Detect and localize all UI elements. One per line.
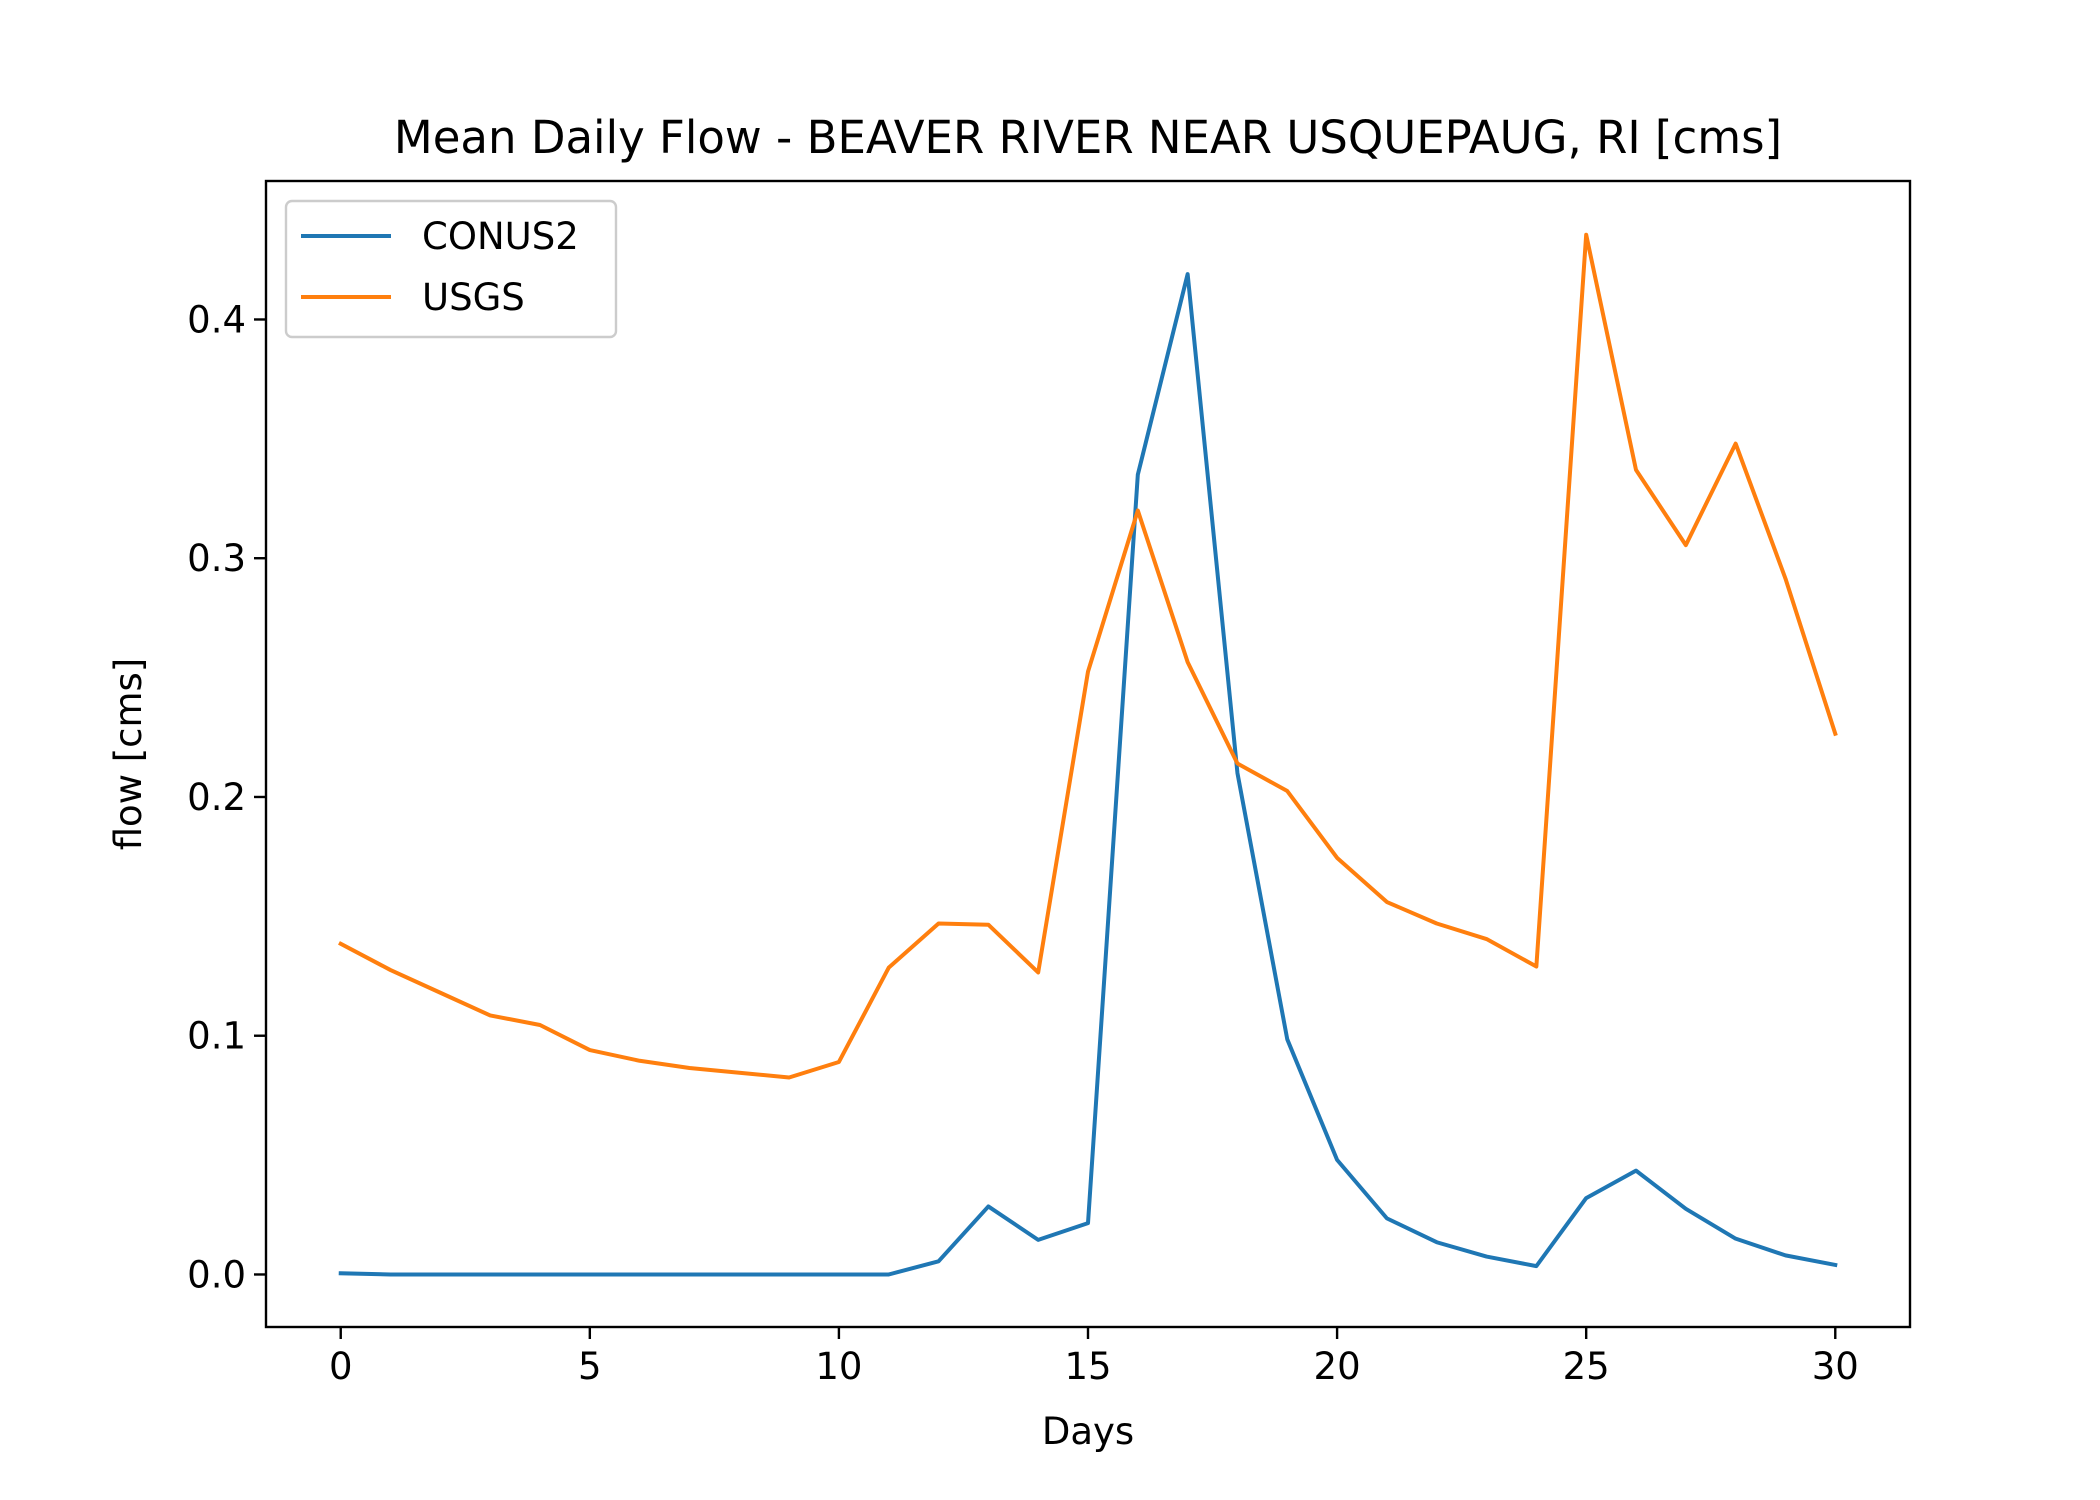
x-tick-label: 10 bbox=[815, 1345, 862, 1388]
x-tick-label: 25 bbox=[1563, 1345, 1610, 1388]
legend: CONUS2 USGS bbox=[284, 199, 618, 339]
y-tick-label: 0.1 bbox=[187, 1015, 246, 1058]
series-line-conus2 bbox=[338, 272, 1838, 1277]
x-tick-label: 30 bbox=[1812, 1345, 1859, 1388]
y-tick-label: 0.4 bbox=[187, 298, 246, 341]
x-tick-label: 15 bbox=[1064, 1345, 1111, 1388]
legend-label-usgs: USGS bbox=[422, 276, 525, 319]
y-axis-label: flow [cms] bbox=[107, 658, 150, 851]
x-axis-label: Days bbox=[1042, 1410, 1134, 1453]
y-tick-label: 0.3 bbox=[187, 537, 246, 580]
y-tick-label: 0.2 bbox=[187, 776, 246, 819]
x-tick-label: 0 bbox=[329, 1345, 353, 1388]
x-tick-label: 5 bbox=[578, 1345, 602, 1388]
legend-label-conus2: CONUS2 bbox=[422, 215, 579, 258]
chart-title: Mean Daily Flow - BEAVER RIVER NEAR USQU… bbox=[394, 111, 1782, 164]
x-axis: 0 5 10 15 20 25 30 bbox=[329, 1327, 1859, 1388]
y-axis: 0.0 0.1 0.2 0.3 0.4 bbox=[187, 298, 266, 1296]
x-tick-label: 20 bbox=[1314, 1345, 1361, 1388]
series-layer bbox=[338, 232, 1838, 1277]
y-tick-label: 0.0 bbox=[187, 1253, 246, 1296]
series-line-usgs bbox=[338, 232, 1838, 1080]
